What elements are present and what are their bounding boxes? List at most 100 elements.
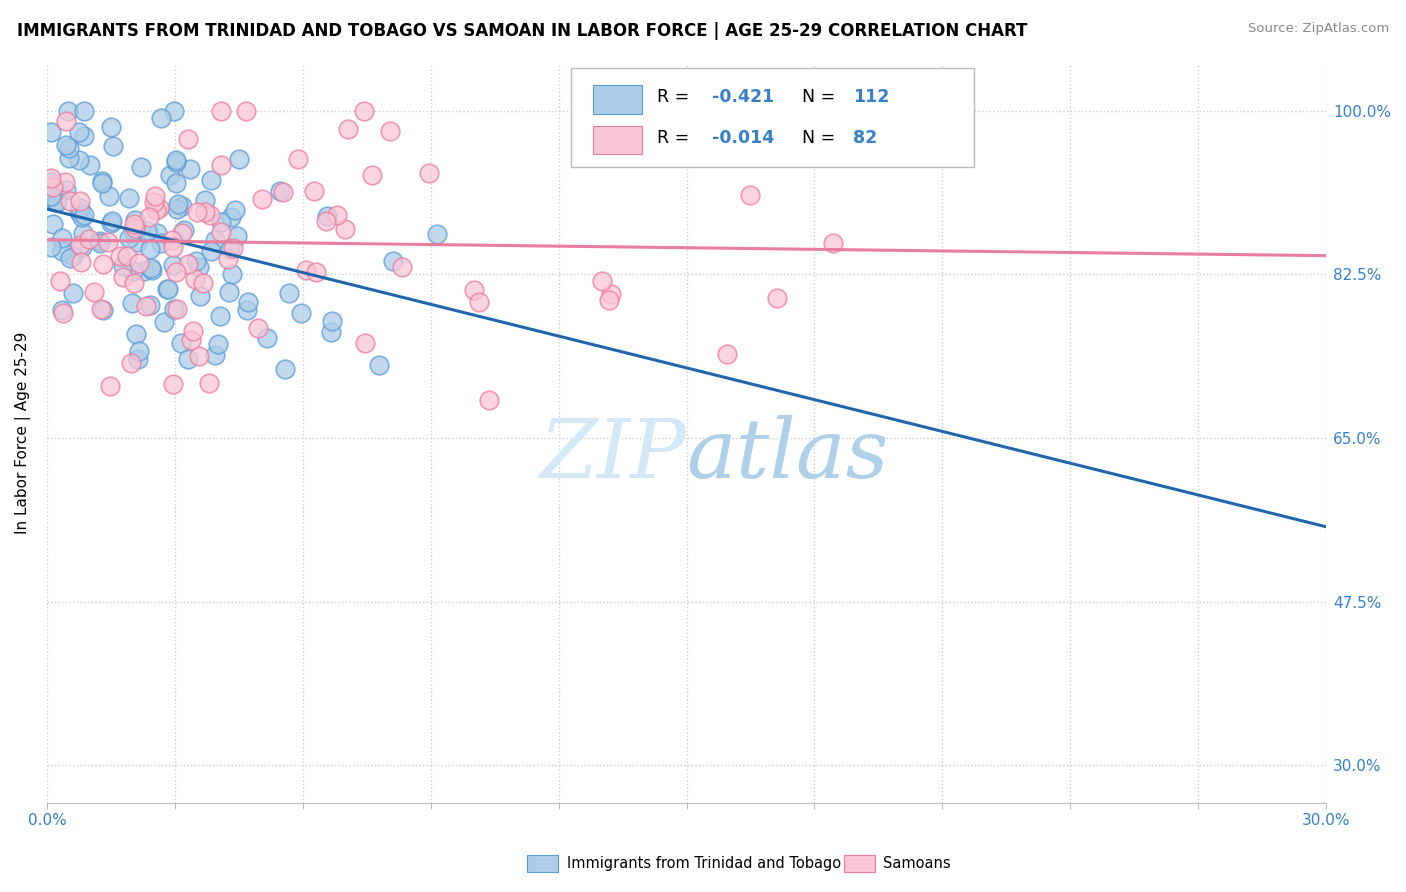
Point [73, 208, 96, 222]
Point [319, 325, 342, 339]
Point [79, 158, 101, 172]
Point [39, 190, 62, 204]
Text: 112: 112 [853, 88, 889, 106]
Point [368, 358, 391, 372]
Point [124, 212, 146, 227]
Point [103, 138, 125, 153]
Point [305, 265, 328, 279]
Point [117, 191, 139, 205]
Point [39, 240, 62, 254]
Point [67, 153, 90, 167]
Point [70, 240, 93, 254]
Point [218, 242, 240, 256]
Point [315, 213, 337, 227]
Point [39, 189, 62, 203]
Point [139, 261, 162, 276]
Point [302, 184, 325, 198]
Point [148, 201, 170, 215]
Point [39, 186, 62, 200]
Point [222, 241, 245, 255]
Point [139, 242, 162, 256]
Point [112, 259, 135, 273]
Point [70, 255, 93, 269]
Point [209, 103, 232, 118]
Point [172, 198, 194, 212]
Text: R =: R = [657, 129, 695, 147]
Point [167, 196, 190, 211]
Point [128, 256, 150, 270]
Point [159, 169, 181, 183]
Point [91, 257, 114, 271]
Point [145, 189, 167, 203]
Point [664, 119, 686, 133]
Point [58, 151, 80, 165]
Point [129, 160, 152, 174]
Point [83, 285, 105, 299]
Point [134, 264, 156, 278]
Point [198, 376, 221, 390]
Point [127, 351, 149, 366]
Point [200, 244, 222, 259]
Point [98, 189, 121, 203]
Point [236, 295, 259, 310]
Point [70, 211, 93, 225]
Point [217, 252, 239, 266]
Point [124, 221, 146, 235]
Point [194, 205, 217, 219]
Point [163, 103, 186, 118]
Point [204, 233, 226, 247]
Point [160, 233, 183, 247]
Point [62, 249, 84, 263]
Point [221, 267, 243, 281]
Point [51, 230, 73, 244]
Point [69, 194, 91, 208]
Point [361, 168, 384, 182]
Point [58, 140, 80, 154]
Point [592, 274, 614, 288]
Point [228, 153, 250, 167]
Point [56, 103, 79, 118]
Point [122, 263, 145, 277]
Text: IMMIGRANTS FROM TRINIDAD AND TOBAGO VS SAMOAN IN LABOR FORCE | AGE 25-29 CORRELA: IMMIGRANTS FROM TRINIDAD AND TOBAGO VS S… [17, 22, 1028, 40]
Point [198, 209, 221, 223]
Point [188, 289, 211, 303]
Point [150, 235, 173, 250]
Point [170, 336, 193, 351]
Point [101, 213, 124, 227]
Point [52, 306, 75, 320]
Point [162, 258, 184, 272]
Point [353, 103, 375, 118]
Text: atlas: atlas [686, 416, 889, 495]
Point [165, 265, 187, 279]
Point [91, 174, 114, 188]
Point [49, 274, 72, 288]
Point [165, 176, 187, 190]
Point [110, 249, 132, 263]
Point [145, 202, 167, 217]
Point [931, 124, 953, 138]
Point [124, 222, 146, 236]
Point [153, 315, 176, 329]
Point [62, 285, 84, 300]
Point [172, 226, 194, 240]
Point [278, 285, 301, 300]
Point [209, 225, 232, 239]
Point [250, 192, 273, 206]
Text: -0.421: -0.421 [711, 88, 775, 106]
Point [42, 179, 65, 194]
Point [141, 263, 163, 277]
Point [209, 214, 232, 228]
Point [226, 228, 249, 243]
Point [67, 125, 90, 139]
Point [135, 224, 157, 238]
Point [382, 254, 405, 268]
Point [98, 379, 121, 393]
Point [180, 333, 202, 347]
Point [55, 114, 77, 128]
Point [165, 153, 187, 167]
Y-axis label: In Labor Force | Age 25-29: In Labor Force | Age 25-29 [15, 332, 31, 534]
Point [91, 177, 114, 191]
FancyBboxPatch shape [593, 126, 641, 154]
Point [184, 272, 207, 286]
Text: Immigrants from Trinidad and Tobago: Immigrants from Trinidad and Tobago [567, 856, 841, 871]
